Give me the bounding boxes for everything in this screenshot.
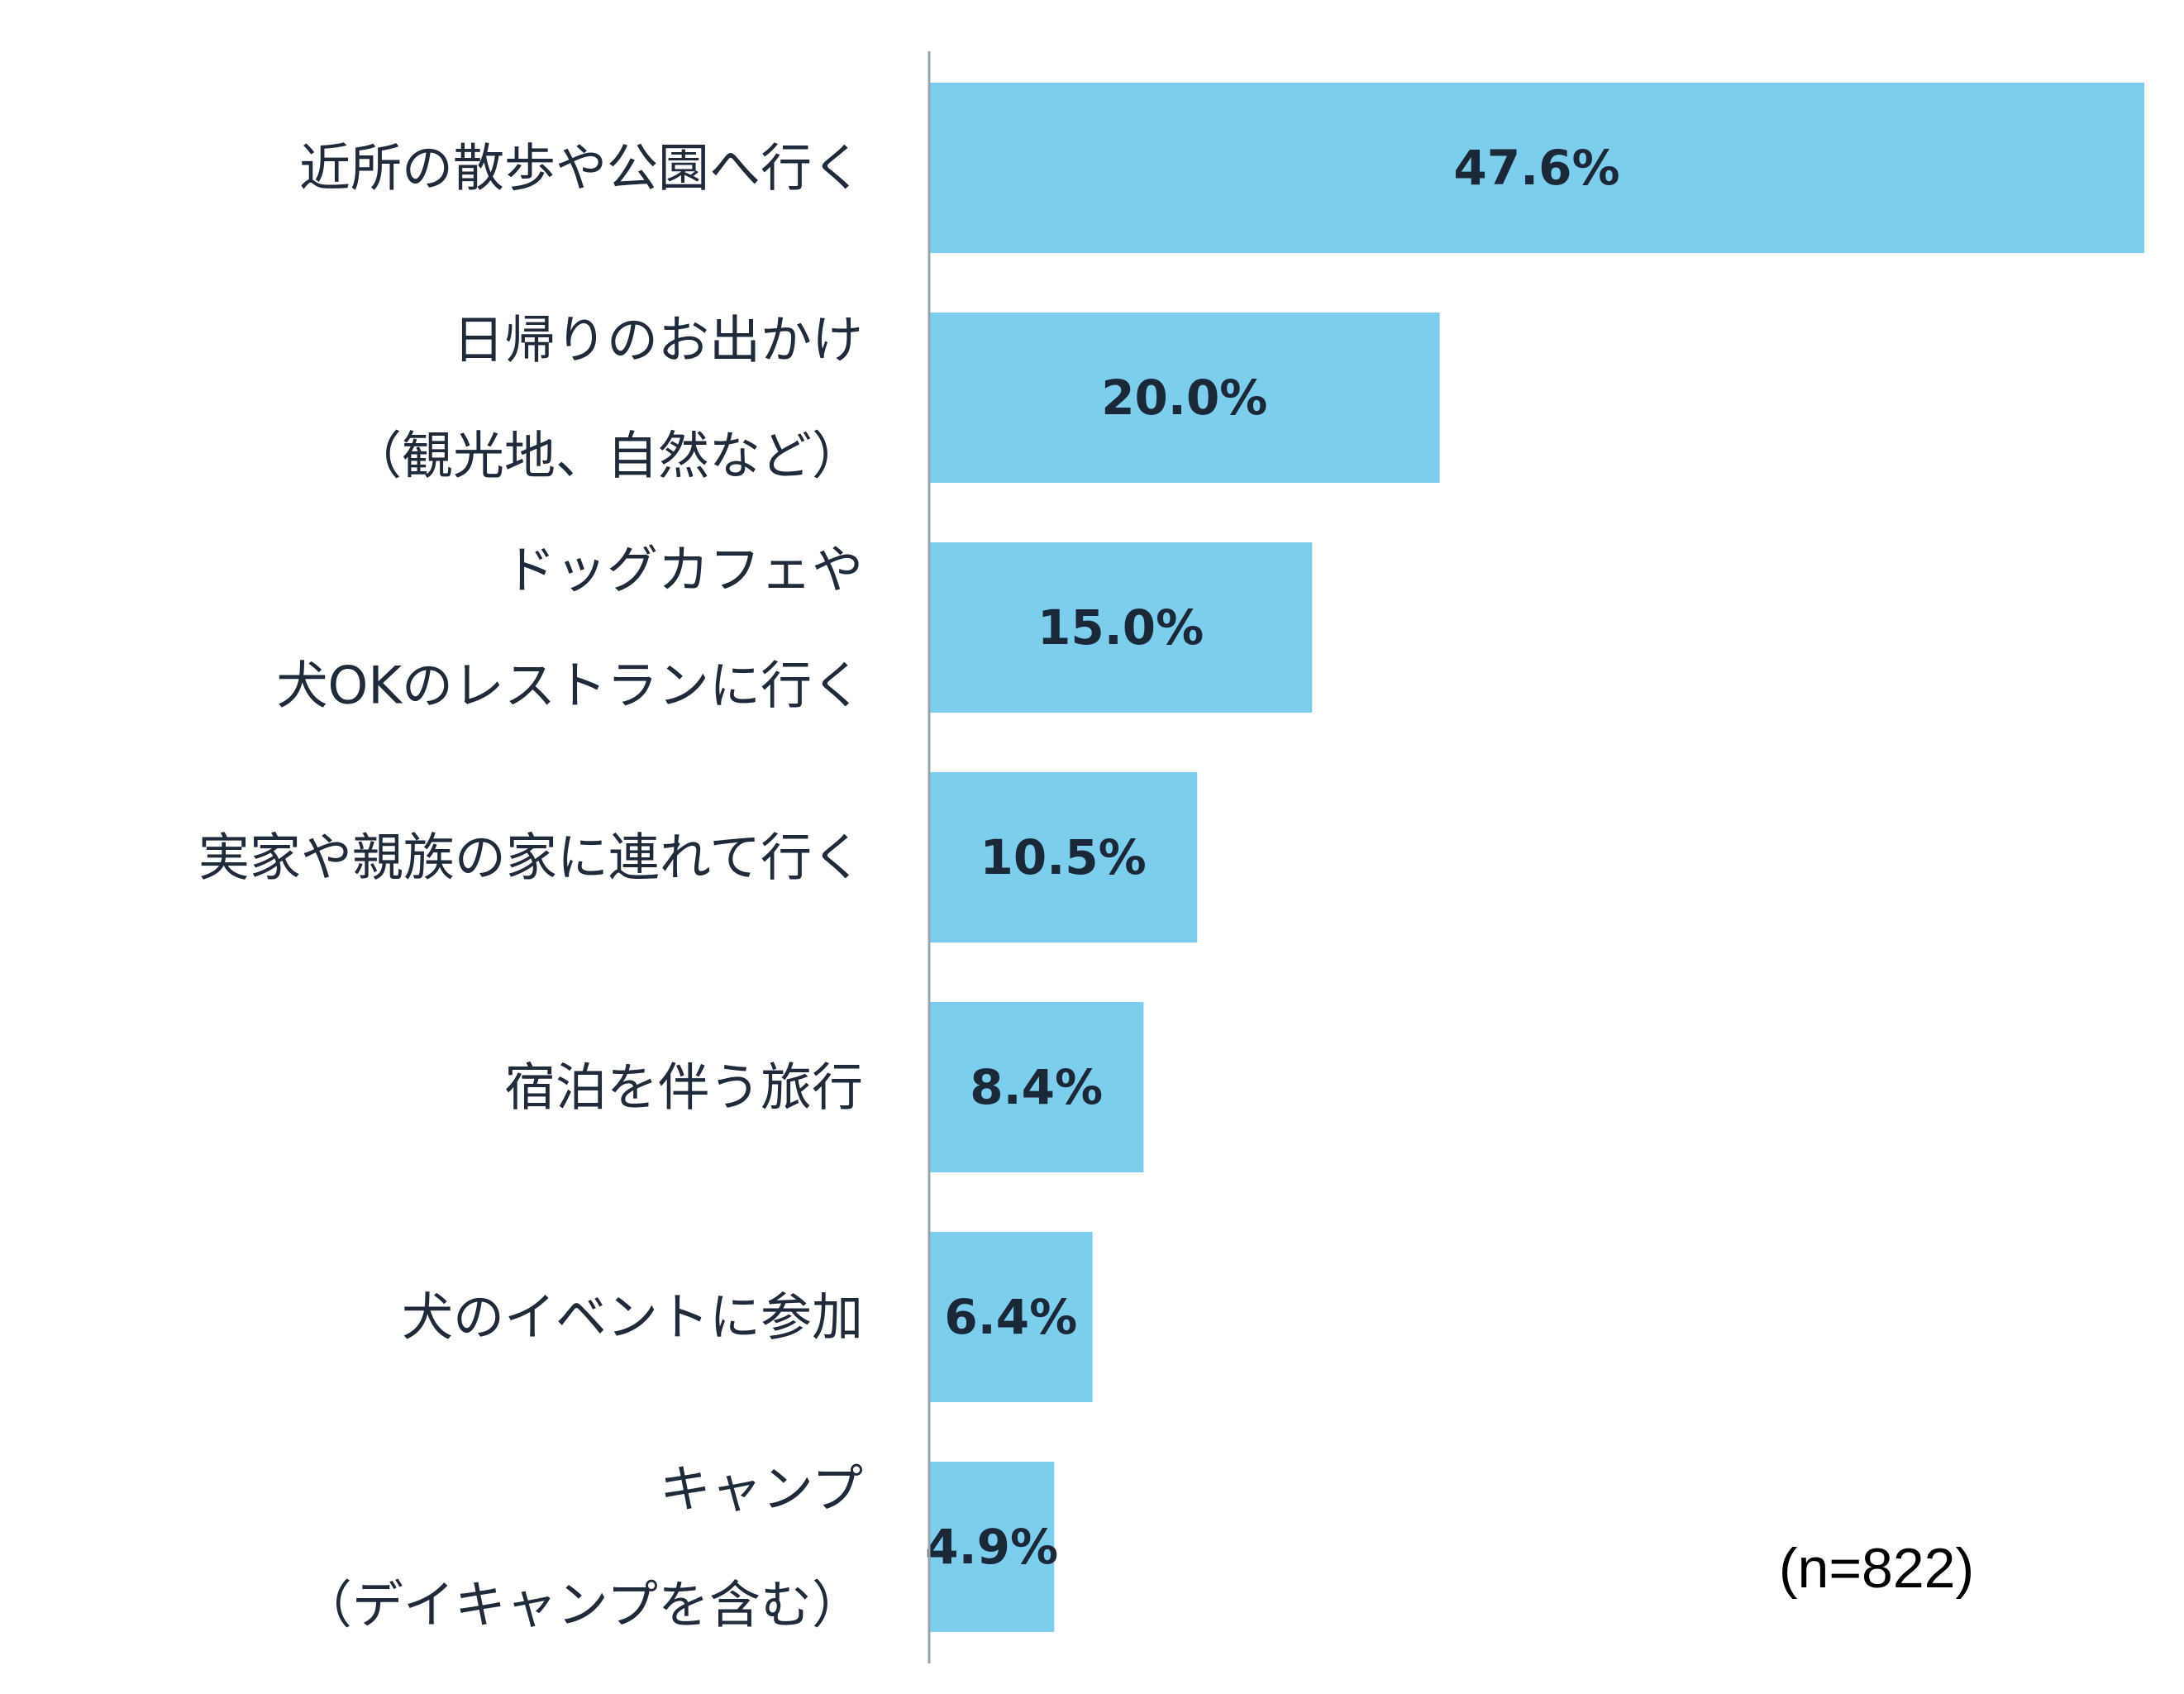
category-label-0-line-0: 近所の散歩や公園へ行く xyxy=(299,138,863,198)
bar-1 xyxy=(929,313,1440,483)
value-label-5: 6.4% xyxy=(944,1289,1077,1345)
bar-6 xyxy=(929,1462,1055,1632)
category-label-4-line-0: 宿泊を伴う旅行 xyxy=(504,1057,863,1118)
category-label-3-line-0: 実家や親族の家に連れて行く xyxy=(198,828,863,888)
value-labels: 47.6% 20.0% 15.0% 10.5% 8.4% 6.4% 4.9% xyxy=(925,140,1619,1575)
bar-3 xyxy=(929,772,1198,942)
bar-2 xyxy=(929,542,1313,713)
category-label-2-line-0: ドッグカフェや xyxy=(504,540,863,600)
bar-4 xyxy=(929,1002,1144,1172)
value-label-6: 4.9% xyxy=(925,1519,1058,1575)
category-label-6-line-1: （デイキャンプを含む） xyxy=(301,1575,863,1635)
category-label-6-line-0: キャンプ xyxy=(660,1459,863,1520)
sample-size-note: (n=822) xyxy=(1779,1537,1974,1600)
category-label-1-line-1: （観光地、自然など） xyxy=(350,426,863,486)
bar-0 xyxy=(929,83,2144,253)
value-label-4: 8.4% xyxy=(970,1059,1103,1115)
category-label-5-line-0: 犬のイベントに参加 xyxy=(402,1287,863,1348)
bar-5 xyxy=(929,1232,1093,1402)
value-label-1: 20.0% xyxy=(1101,370,1267,426)
value-label-3: 10.5% xyxy=(980,829,1147,885)
bars-group xyxy=(929,83,2144,1632)
category-label-2-line-1: 犬OKのレストランに行く xyxy=(277,656,863,716)
value-label-0: 47.6% xyxy=(1453,140,1619,196)
value-label-2: 15.0% xyxy=(1037,599,1204,656)
category-label-1-line-0: 日帰りのお出かけ xyxy=(453,310,863,370)
